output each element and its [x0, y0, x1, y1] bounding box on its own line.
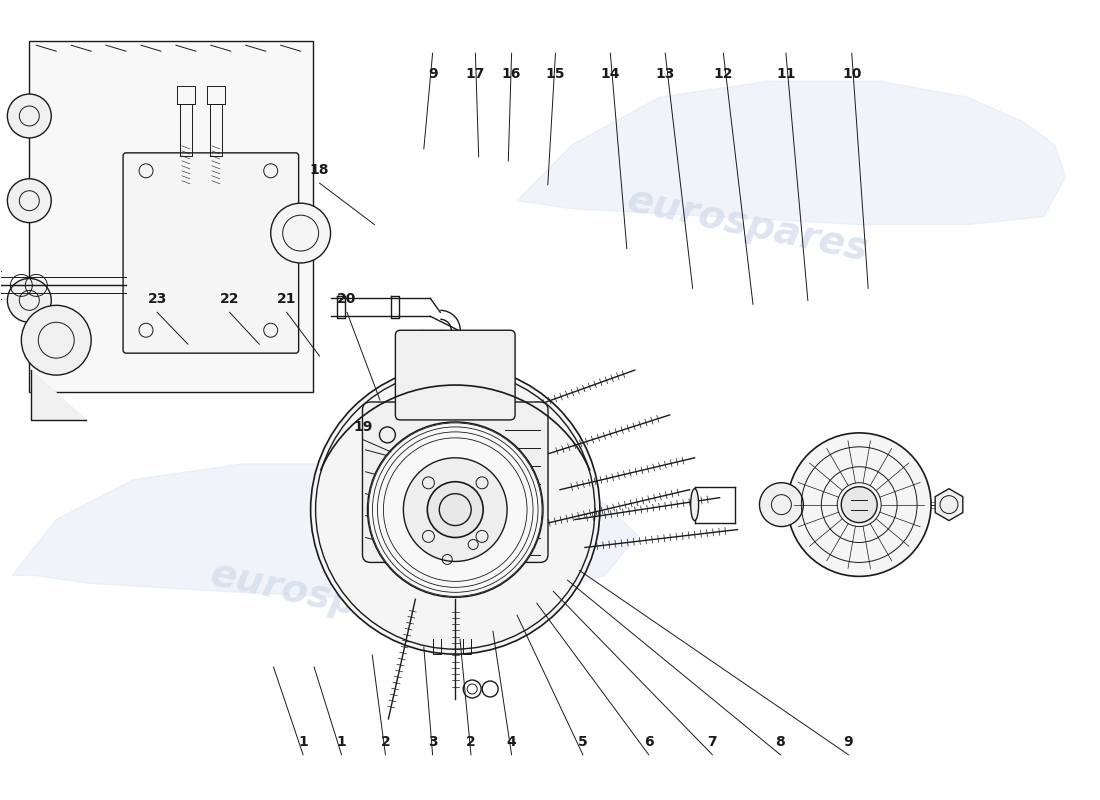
FancyBboxPatch shape: [30, 42, 312, 392]
Text: 13: 13: [656, 67, 675, 81]
Circle shape: [271, 203, 331, 263]
Text: 11: 11: [777, 67, 795, 81]
Text: eurospares: eurospares: [207, 555, 454, 643]
Text: 20: 20: [338, 292, 356, 306]
Text: 1: 1: [337, 734, 346, 749]
Text: 7: 7: [707, 734, 717, 749]
Text: 4: 4: [507, 734, 517, 749]
Polygon shape: [517, 81, 1066, 225]
Circle shape: [759, 482, 803, 526]
Text: 9: 9: [844, 734, 854, 749]
Text: 23: 23: [147, 292, 167, 306]
Circle shape: [427, 482, 483, 538]
Circle shape: [8, 94, 52, 138]
Text: 19: 19: [354, 420, 373, 434]
Polygon shape: [12, 464, 638, 599]
Text: 2: 2: [381, 734, 390, 749]
Circle shape: [310, 365, 600, 654]
Text: eurospares: eurospares: [624, 181, 871, 269]
Text: 2: 2: [466, 734, 476, 749]
Circle shape: [21, 306, 91, 375]
Text: 3: 3: [428, 734, 438, 749]
Text: 12: 12: [714, 67, 733, 81]
Text: 10: 10: [842, 67, 861, 81]
Circle shape: [842, 486, 877, 522]
Text: 14: 14: [601, 67, 620, 81]
Circle shape: [404, 458, 507, 562]
Circle shape: [788, 433, 931, 576]
Text: 5: 5: [578, 734, 587, 749]
Text: 8: 8: [776, 734, 785, 749]
Text: 9: 9: [428, 67, 438, 81]
Circle shape: [367, 422, 543, 598]
FancyBboxPatch shape: [395, 330, 515, 420]
Text: 17: 17: [465, 67, 485, 81]
Text: 21: 21: [277, 292, 296, 306]
FancyBboxPatch shape: [363, 402, 548, 562]
Text: 6: 6: [644, 734, 653, 749]
Circle shape: [8, 178, 52, 222]
Text: 16: 16: [502, 67, 521, 81]
Text: 1: 1: [298, 734, 308, 749]
FancyBboxPatch shape: [123, 153, 298, 353]
Circle shape: [8, 278, 52, 322]
Text: 15: 15: [546, 67, 565, 81]
Ellipse shape: [691, 489, 698, 521]
Text: 22: 22: [220, 292, 240, 306]
Polygon shape: [31, 370, 86, 420]
Text: 18: 18: [310, 163, 329, 177]
